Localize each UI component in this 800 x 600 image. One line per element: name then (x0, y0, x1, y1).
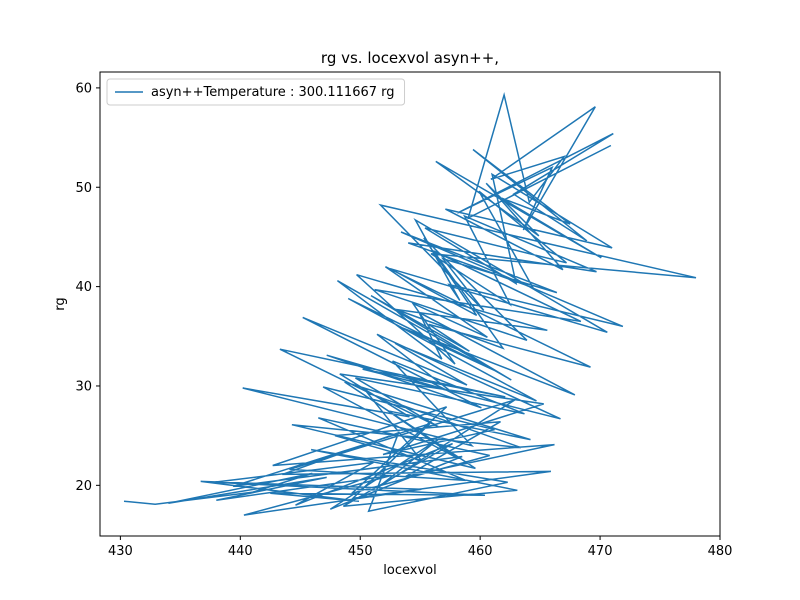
legend-entry: asyn++Temperature : 300.111667 rg (151, 85, 395, 100)
x-axis: 430 440 450 460 470 480 (108, 536, 732, 559)
x-tick-label-3: 460 (468, 544, 493, 559)
chart-title: rg vs. locexvol asyn++, (321, 49, 499, 67)
plot-area (100, 72, 720, 536)
x-tick-label-4: 470 (588, 544, 613, 559)
legend: asyn++Temperature : 300.111667 rg (106, 78, 406, 106)
x-tick-label-1: 440 (228, 544, 253, 559)
legend-box (106, 78, 406, 106)
x-tick-label-2: 450 (348, 544, 373, 559)
plot-frame (99, 71, 721, 537)
y-axis: 20 30 40 50 60 (75, 81, 100, 494)
x-axis-label: locexvol (383, 563, 436, 578)
x-tick-label-5: 480 (708, 544, 733, 559)
y-tick-label-3: 50 (75, 181, 92, 196)
y-tick-label-4: 60 (75, 81, 92, 96)
x-tick-label-0: 430 (108, 544, 133, 559)
y-tick-label-0: 20 (75, 479, 92, 494)
y-axis-label: rg (53, 297, 68, 310)
series-layer (123, 91, 697, 516)
y-tick-label-1: 30 (75, 379, 92, 394)
y-tick-label-2: 40 (75, 280, 92, 295)
series-line-0 (123, 91, 697, 516)
